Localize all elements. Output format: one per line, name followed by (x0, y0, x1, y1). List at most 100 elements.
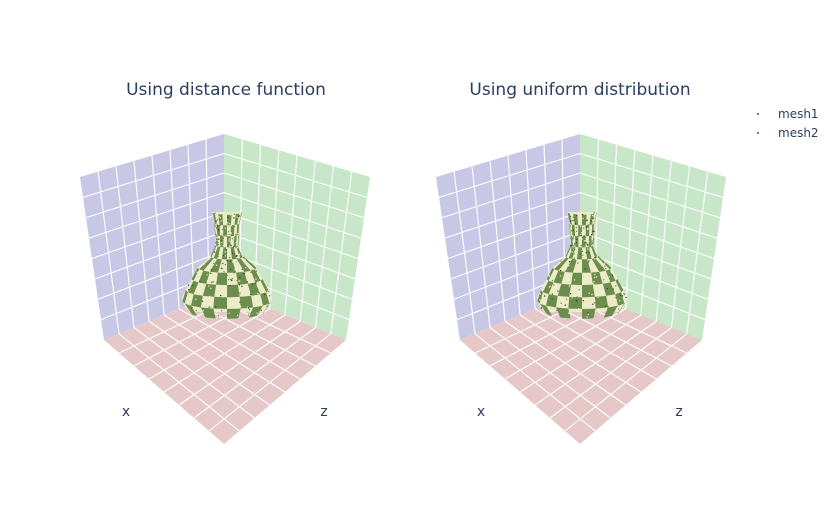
vase-point (592, 215, 595, 217)
vase-point (201, 300, 204, 302)
vase-point (268, 290, 270, 293)
vase-point (575, 223, 578, 225)
vase-point (221, 228, 224, 231)
vase-point (216, 225, 219, 227)
vase-point (582, 217, 584, 220)
legend-item-mesh2[interactable]: mesh2 (756, 126, 819, 140)
vase-point (233, 243, 235, 245)
vase-point (554, 282, 556, 285)
vase-point (580, 226, 582, 228)
vase-point (221, 214, 223, 216)
gridline (97, 171, 120, 334)
vase-point (592, 282, 594, 285)
gridline (94, 230, 225, 280)
vase-point (597, 260, 600, 263)
vase-checker-cell (602, 282, 616, 296)
vase-checker-cell (603, 305, 618, 318)
vase-point (233, 217, 235, 219)
vase-point (224, 298, 226, 300)
vase-point (238, 254, 241, 256)
legend-marker (756, 112, 760, 116)
x-axis-label: x (477, 404, 485, 420)
vase-point (229, 214, 231, 216)
vase-point (210, 268, 213, 271)
vase-point (220, 220, 222, 222)
vase-point (230, 244, 232, 247)
vase-point (202, 310, 204, 312)
vase-point (195, 309, 197, 312)
vase-point (216, 236, 218, 238)
vase-point (206, 274, 208, 276)
vase-point (590, 220, 592, 222)
legend[interactable]: mesh1 mesh2 (756, 107, 819, 140)
vase-point (540, 297, 542, 299)
vase-point (236, 314, 239, 317)
vase-point (591, 237, 593, 240)
vase-point (231, 238, 234, 240)
vase-point (591, 214, 594, 216)
vase-point (212, 281, 215, 283)
vase-checker-cell (546, 294, 558, 308)
vase-checker-cell (594, 295, 609, 309)
vase-point (573, 279, 576, 281)
vase-point (236, 310, 238, 312)
gridline (314, 166, 335, 328)
vase-point (222, 299, 224, 301)
vase-point (565, 298, 568, 300)
vase-point (590, 264, 592, 266)
vase-checker-cell (202, 283, 217, 297)
vase-point (248, 269, 251, 271)
vase-point (216, 239, 218, 241)
vase-point (572, 247, 574, 250)
vase-point (221, 268, 224, 270)
vase-point (595, 306, 598, 308)
vase-point (602, 266, 604, 269)
vase-point (571, 235, 573, 237)
gridline (148, 320, 271, 406)
vase-point-cloud (182, 212, 272, 319)
vase-point (572, 231, 575, 233)
vase-point (231, 278, 234, 280)
vase-checker-cell (200, 307, 216, 319)
vase-checker-cell (557, 283, 572, 297)
vase-point (209, 306, 211, 308)
gridline (489, 160, 506, 322)
vase-point (608, 296, 610, 299)
vase-point (222, 233, 224, 235)
vase-point (239, 301, 241, 303)
vase-point (603, 267, 605, 269)
vase-point (245, 267, 247, 269)
vase-point (580, 244, 582, 246)
vase-point (571, 297, 573, 299)
vase-point (597, 256, 600, 258)
vase-point (564, 294, 567, 296)
vase-point (246, 264, 248, 266)
vase-point (215, 233, 217, 236)
vase-point (621, 295, 624, 297)
vase-point (584, 311, 586, 313)
vase-point (586, 227, 589, 230)
vase-checker-cell (236, 223, 239, 236)
vase-point (235, 241, 237, 244)
vase-point (227, 268, 229, 270)
vase-point (216, 230, 219, 232)
vase-point (612, 295, 615, 297)
vase-point (232, 304, 235, 306)
vase-point (604, 265, 606, 267)
vase-point (206, 280, 209, 282)
legend-item-mesh1[interactable]: mesh1 (756, 107, 819, 121)
vase-checker-cell (227, 259, 237, 273)
vase-point (255, 278, 257, 280)
vase-point (592, 253, 594, 255)
vase-point (550, 277, 552, 279)
vase-point (565, 268, 567, 270)
vase-point (213, 251, 216, 253)
vase-point (581, 238, 583, 240)
vase-point (243, 280, 245, 282)
vase-point (217, 231, 220, 234)
vase-point (587, 256, 589, 258)
vase-point (541, 300, 543, 303)
vase-checker-cell (227, 284, 240, 298)
vase-point (584, 268, 586, 270)
vase-point (593, 302, 596, 304)
